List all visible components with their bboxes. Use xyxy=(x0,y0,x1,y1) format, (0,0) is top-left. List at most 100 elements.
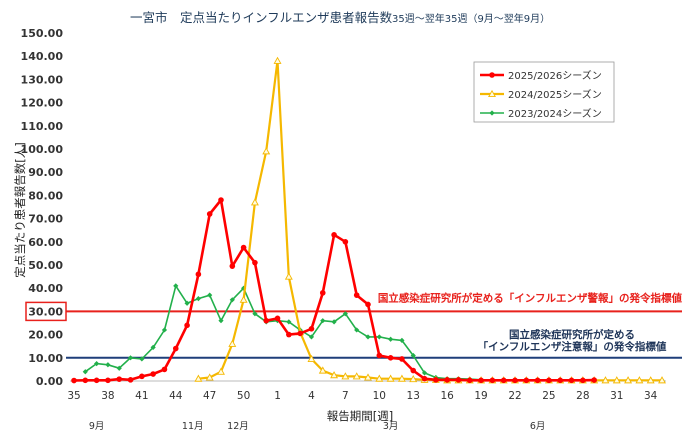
data-point xyxy=(500,377,507,384)
data-point xyxy=(308,326,315,332)
month-label: 3月 xyxy=(383,421,399,432)
legend-marker xyxy=(489,72,495,78)
data-point xyxy=(262,147,271,155)
y-tick-label: 130.00 xyxy=(21,73,64,86)
month-label: 6月 xyxy=(530,421,546,432)
data-point xyxy=(308,334,315,340)
data-point xyxy=(93,377,100,384)
data-point xyxy=(635,376,644,384)
data-point xyxy=(397,374,406,382)
data-point xyxy=(365,301,371,308)
data-point xyxy=(658,376,666,384)
x-tick-label: 31 xyxy=(610,390,623,402)
x-tick-label: 44 xyxy=(169,390,183,402)
data-point xyxy=(184,322,190,329)
data-point xyxy=(466,377,473,384)
data-point xyxy=(263,317,270,324)
data-point xyxy=(342,239,349,245)
data-point xyxy=(82,377,89,384)
data-point xyxy=(172,345,179,352)
data-point xyxy=(376,334,382,340)
data-point xyxy=(207,292,213,298)
data-point xyxy=(307,354,316,362)
data-point xyxy=(580,377,586,384)
legend-marker xyxy=(489,110,495,116)
warning-threshold-label: 「インフルエンザ注意報」の発令指標値 xyxy=(478,340,667,353)
x-tick-label: 41 xyxy=(135,390,148,402)
data-point xyxy=(173,283,179,289)
x-tick-label: 35 xyxy=(67,390,80,402)
y-tick-label: 10.00 xyxy=(28,352,63,365)
x-axis: 35 38 41 44 47 50 1 4 7 10 13 16 19 22 25 28 31 34 xyxy=(67,380,666,402)
x-tick-label: 19 xyxy=(474,390,487,402)
y-tick-label: 140.00 xyxy=(21,50,64,63)
data-point xyxy=(557,377,564,384)
data-point xyxy=(409,375,418,383)
data-point xyxy=(399,337,405,343)
data-point xyxy=(318,366,327,374)
data-point xyxy=(319,290,326,296)
x-tick-label: 22 xyxy=(508,390,521,402)
data-point xyxy=(161,327,168,333)
data-point xyxy=(410,367,417,374)
data-point xyxy=(646,376,655,384)
data-point xyxy=(150,344,156,350)
alert-threshold-label: 国立感染症研究所が定める「インフルエンザ警報」の発令指標値 xyxy=(378,291,683,304)
data-point xyxy=(331,232,337,238)
y-tick-label: 100.00 xyxy=(21,143,64,156)
data-point xyxy=(297,330,303,337)
data-point xyxy=(624,376,633,384)
x-tick-label: 50 xyxy=(237,390,250,402)
chart-title-group: 一宮市 定点当たりインフルエンザ患者報告数 35週～翌年35週（9月～翌年9月） xyxy=(130,10,550,25)
data-point xyxy=(273,56,282,64)
y-tick-label: 90.00 xyxy=(28,166,63,179)
data-point xyxy=(139,373,145,380)
data-point xyxy=(534,377,541,384)
data-point xyxy=(150,371,156,377)
data-point xyxy=(184,300,190,306)
data-point xyxy=(195,296,201,302)
data-point xyxy=(365,334,371,340)
data-point xyxy=(386,374,395,382)
data-point xyxy=(331,319,337,325)
y-tick-label: 110.00 xyxy=(21,120,64,133)
data-point xyxy=(353,292,360,298)
data-point xyxy=(388,336,394,342)
data-point xyxy=(240,244,247,251)
data-point xyxy=(218,197,224,203)
x-tick-label: 25 xyxy=(542,390,555,402)
y-tick-label: 70.00 xyxy=(28,213,63,226)
y-tick-label: 50.00 xyxy=(28,259,63,272)
x-tick-label: 28 xyxy=(576,390,589,402)
data-point xyxy=(568,377,575,384)
y-tick-label: 40.00 xyxy=(28,282,63,295)
data-point xyxy=(71,377,77,384)
data-point xyxy=(478,377,484,384)
data-point xyxy=(612,376,621,384)
y-tick-label: 80.00 xyxy=(28,189,63,202)
y-tick-label: 30.00 xyxy=(28,305,63,318)
x-tick-label: 13 xyxy=(407,390,420,402)
data-point xyxy=(205,373,214,381)
data-point xyxy=(352,372,361,380)
threshold-lines: 国立感染症研究所が定める「インフルエンザ警報」の発令指標値国立感染症研究所が定め… xyxy=(66,291,683,359)
data-point xyxy=(127,355,134,361)
x-tick-label: 10 xyxy=(373,390,386,402)
data-point xyxy=(206,211,213,217)
series-0 xyxy=(71,197,597,384)
data-point xyxy=(399,356,405,362)
series-lines xyxy=(71,56,666,384)
data-point xyxy=(195,271,202,278)
data-point xyxy=(252,311,258,317)
data-point xyxy=(591,377,597,383)
data-point xyxy=(239,295,248,303)
legend: 2025/2026シーズン 2024/2025シーズン 2023/2024シーズン xyxy=(473,61,615,123)
data-point xyxy=(94,361,100,367)
data-point xyxy=(284,272,293,280)
data-point xyxy=(330,371,339,379)
data-point xyxy=(421,375,428,382)
data-point xyxy=(523,377,530,384)
data-point xyxy=(512,377,518,384)
data-point xyxy=(421,370,428,376)
chart-subtitle: 35週～翌年35週（9月～翌年9月） xyxy=(392,12,550,25)
